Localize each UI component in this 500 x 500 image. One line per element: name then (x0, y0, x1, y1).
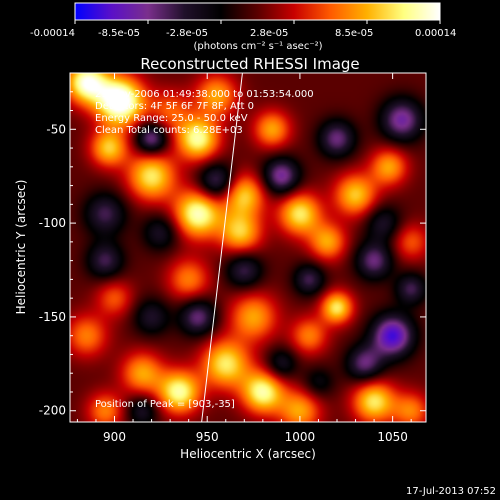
chart-title: Reconstructed RHESSI Image (140, 55, 359, 73)
x-tick-label: 950 (196, 430, 219, 444)
colorbar: -0.00014 -8.5e-05 -2.8e-05 2.8e-05 8.5e-… (30, 2, 456, 52)
annotation-detectors: Detectors: 4F 5F 6F 7F 8F, Att 0 (95, 101, 254, 112)
colorbar-tick-label: 0.00014 (415, 28, 456, 39)
y-tick-label: -50 (46, 122, 66, 136)
colorbar-tick-label: -2.8e-05 (166, 28, 208, 39)
y-axis-label: Heliocentric Y (arcsec) (14, 180, 28, 315)
x-tick-label: 900 (103, 430, 126, 444)
plot-frame (69, 72, 427, 423)
annotation-energy-range: Energy Range: 25.0 - 50.0 keV (95, 113, 248, 124)
colorbar-bar (74, 2, 441, 21)
y-tick-label: -200 (39, 404, 66, 418)
y-tick-label: -150 (39, 310, 66, 324)
x-axis-label: Heliocentric X (arcsec) (180, 447, 316, 461)
x-tick-label: 1000 (285, 430, 316, 444)
x-tick-label: 1050 (377, 430, 408, 444)
x-axis: 900 950 1000 1050 (76, 73, 412, 444)
heatmap-image (70, 73, 426, 422)
annotation-block: 21-Nov-2006 01:49:38.000 to 01:53:54.000… (95, 89, 314, 410)
annotation-total-counts: Clean Total counts: 6.28E+03 (95, 125, 243, 136)
colorbar-tick-label: -8.5e-05 (98, 28, 140, 39)
footer-timestamp: 17-Jul-2013 07:52 (406, 486, 496, 497)
y-axis: -50 -100 -150 -200 (39, 91, 426, 418)
y-tick-label: -100 (39, 216, 66, 230)
colorbar-ticks (74, 20, 441, 24)
annotation-time-range: 21-Nov-2006 01:49:38.000 to 01:53:54.000 (95, 89, 314, 100)
colorbar-unit-label: (photons cm⁻² s⁻¹ asec⁻²) (193, 41, 322, 52)
colorbar-tick-label: -0.00014 (30, 28, 75, 39)
limb-line (201, 72, 243, 423)
peak-position-label: Position of Peak = [903,-35] (95, 399, 235, 410)
colorbar-tick-label: 8.5e-05 (335, 28, 373, 39)
heatmap (69, 72, 427, 423)
colorbar-tick-label: 2.8e-05 (250, 28, 288, 39)
